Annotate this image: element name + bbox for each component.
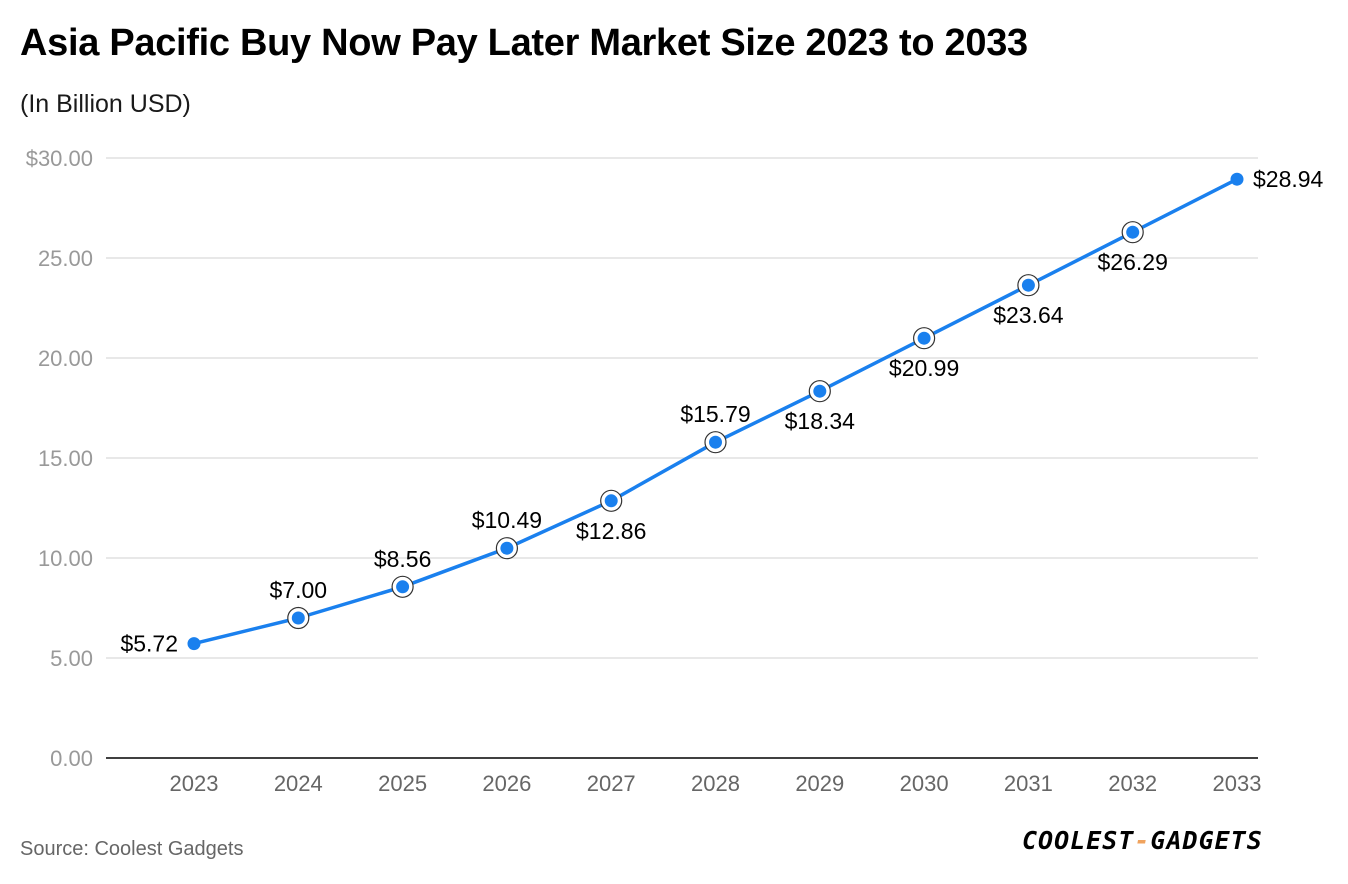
x-tick-label: 2032 [1108, 771, 1157, 796]
data-point [291, 611, 305, 625]
data-label: $23.64 [993, 302, 1064, 328]
y-axis-ticks: 0.00 5.00 10.00 15.00 20.00 25.00 $30.00 [26, 146, 93, 771]
x-tick-label: 2025 [378, 771, 427, 796]
gridlines [106, 157, 1258, 659]
y-tick-label: 15.00 [38, 446, 93, 471]
brand-logo-part2: GADGETS [1150, 826, 1263, 855]
series-layer [187, 172, 1244, 651]
x-tick-label: 2023 [170, 771, 219, 796]
data-label: $26.29 [1098, 249, 1168, 275]
data-label: $7.00 [270, 577, 328, 603]
y-tick-label: 25.00 [38, 246, 93, 271]
data-label: $8.56 [374, 546, 432, 572]
x-tick-label: 2024 [274, 771, 323, 796]
y-tick-label: 20.00 [38, 346, 93, 371]
data-point [1126, 225, 1140, 239]
data-point [1230, 172, 1244, 186]
data-point [604, 494, 618, 508]
x-tick-label: 2029 [795, 771, 844, 796]
x-tick-label: 2031 [1004, 771, 1053, 796]
brand-logo-part1: COOLEST [1022, 826, 1135, 855]
x-tick-label: 2027 [587, 771, 636, 796]
data-label: $5.72 [120, 631, 178, 657]
y-tick-label: 0.00 [50, 746, 93, 771]
y-tick-label: 10.00 [38, 546, 93, 571]
data-point [396, 580, 410, 594]
data-point [917, 331, 931, 345]
data-point [813, 384, 827, 398]
x-tick-label: 2026 [482, 771, 531, 796]
x-tick-label: 2033 [1213, 771, 1262, 796]
y-tick-label: 5.00 [50, 646, 93, 671]
data-label: $15.79 [680, 401, 750, 427]
data-point [500, 541, 514, 555]
data-label: $28.94 [1253, 166, 1324, 192]
data-point [1021, 278, 1035, 292]
brand-logo-separator: - [1134, 826, 1151, 855]
source-note: Source: Coolest Gadgets [20, 838, 244, 860]
y-tick-label: $30.00 [26, 146, 93, 171]
data-point [709, 435, 722, 449]
data-label: $12.86 [576, 518, 646, 544]
x-tick-label: 2028 [691, 771, 740, 796]
brand-logo: COOLEST-GADGETS [1022, 826, 1263, 855]
data-label: $20.99 [889, 355, 959, 381]
data-label: $10.49 [472, 507, 542, 533]
data-label: $18.34 [785, 408, 856, 434]
x-tick-label: 2030 [900, 771, 949, 796]
x-axis-ticks: 2023 2024 2025 2026 2027 2028 2029 2030 2031 2032… [170, 771, 1262, 796]
data-point [187, 637, 201, 651]
chart-subtitle: (In Billion USD) [20, 90, 191, 118]
chart-title: Asia Pacific Buy Now Pay Later Market Si… [20, 22, 1028, 64]
data-labels: $5.72 $7.00 $8.56 $10.49 $12.86 $15.79 $18.34 $… [120, 166, 1323, 656]
